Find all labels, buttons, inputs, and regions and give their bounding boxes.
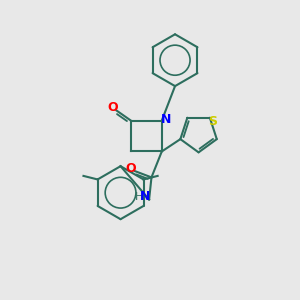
Text: S: S [208,115,217,128]
Text: H: H [135,191,143,202]
Text: O: O [125,162,136,175]
Text: O: O [107,101,118,114]
Text: N: N [161,113,171,127]
Text: N: N [140,190,151,203]
